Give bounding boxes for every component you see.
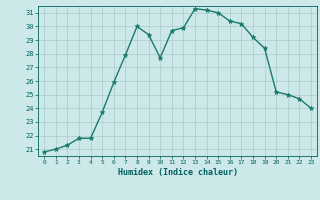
- X-axis label: Humidex (Indice chaleur): Humidex (Indice chaleur): [118, 168, 238, 177]
